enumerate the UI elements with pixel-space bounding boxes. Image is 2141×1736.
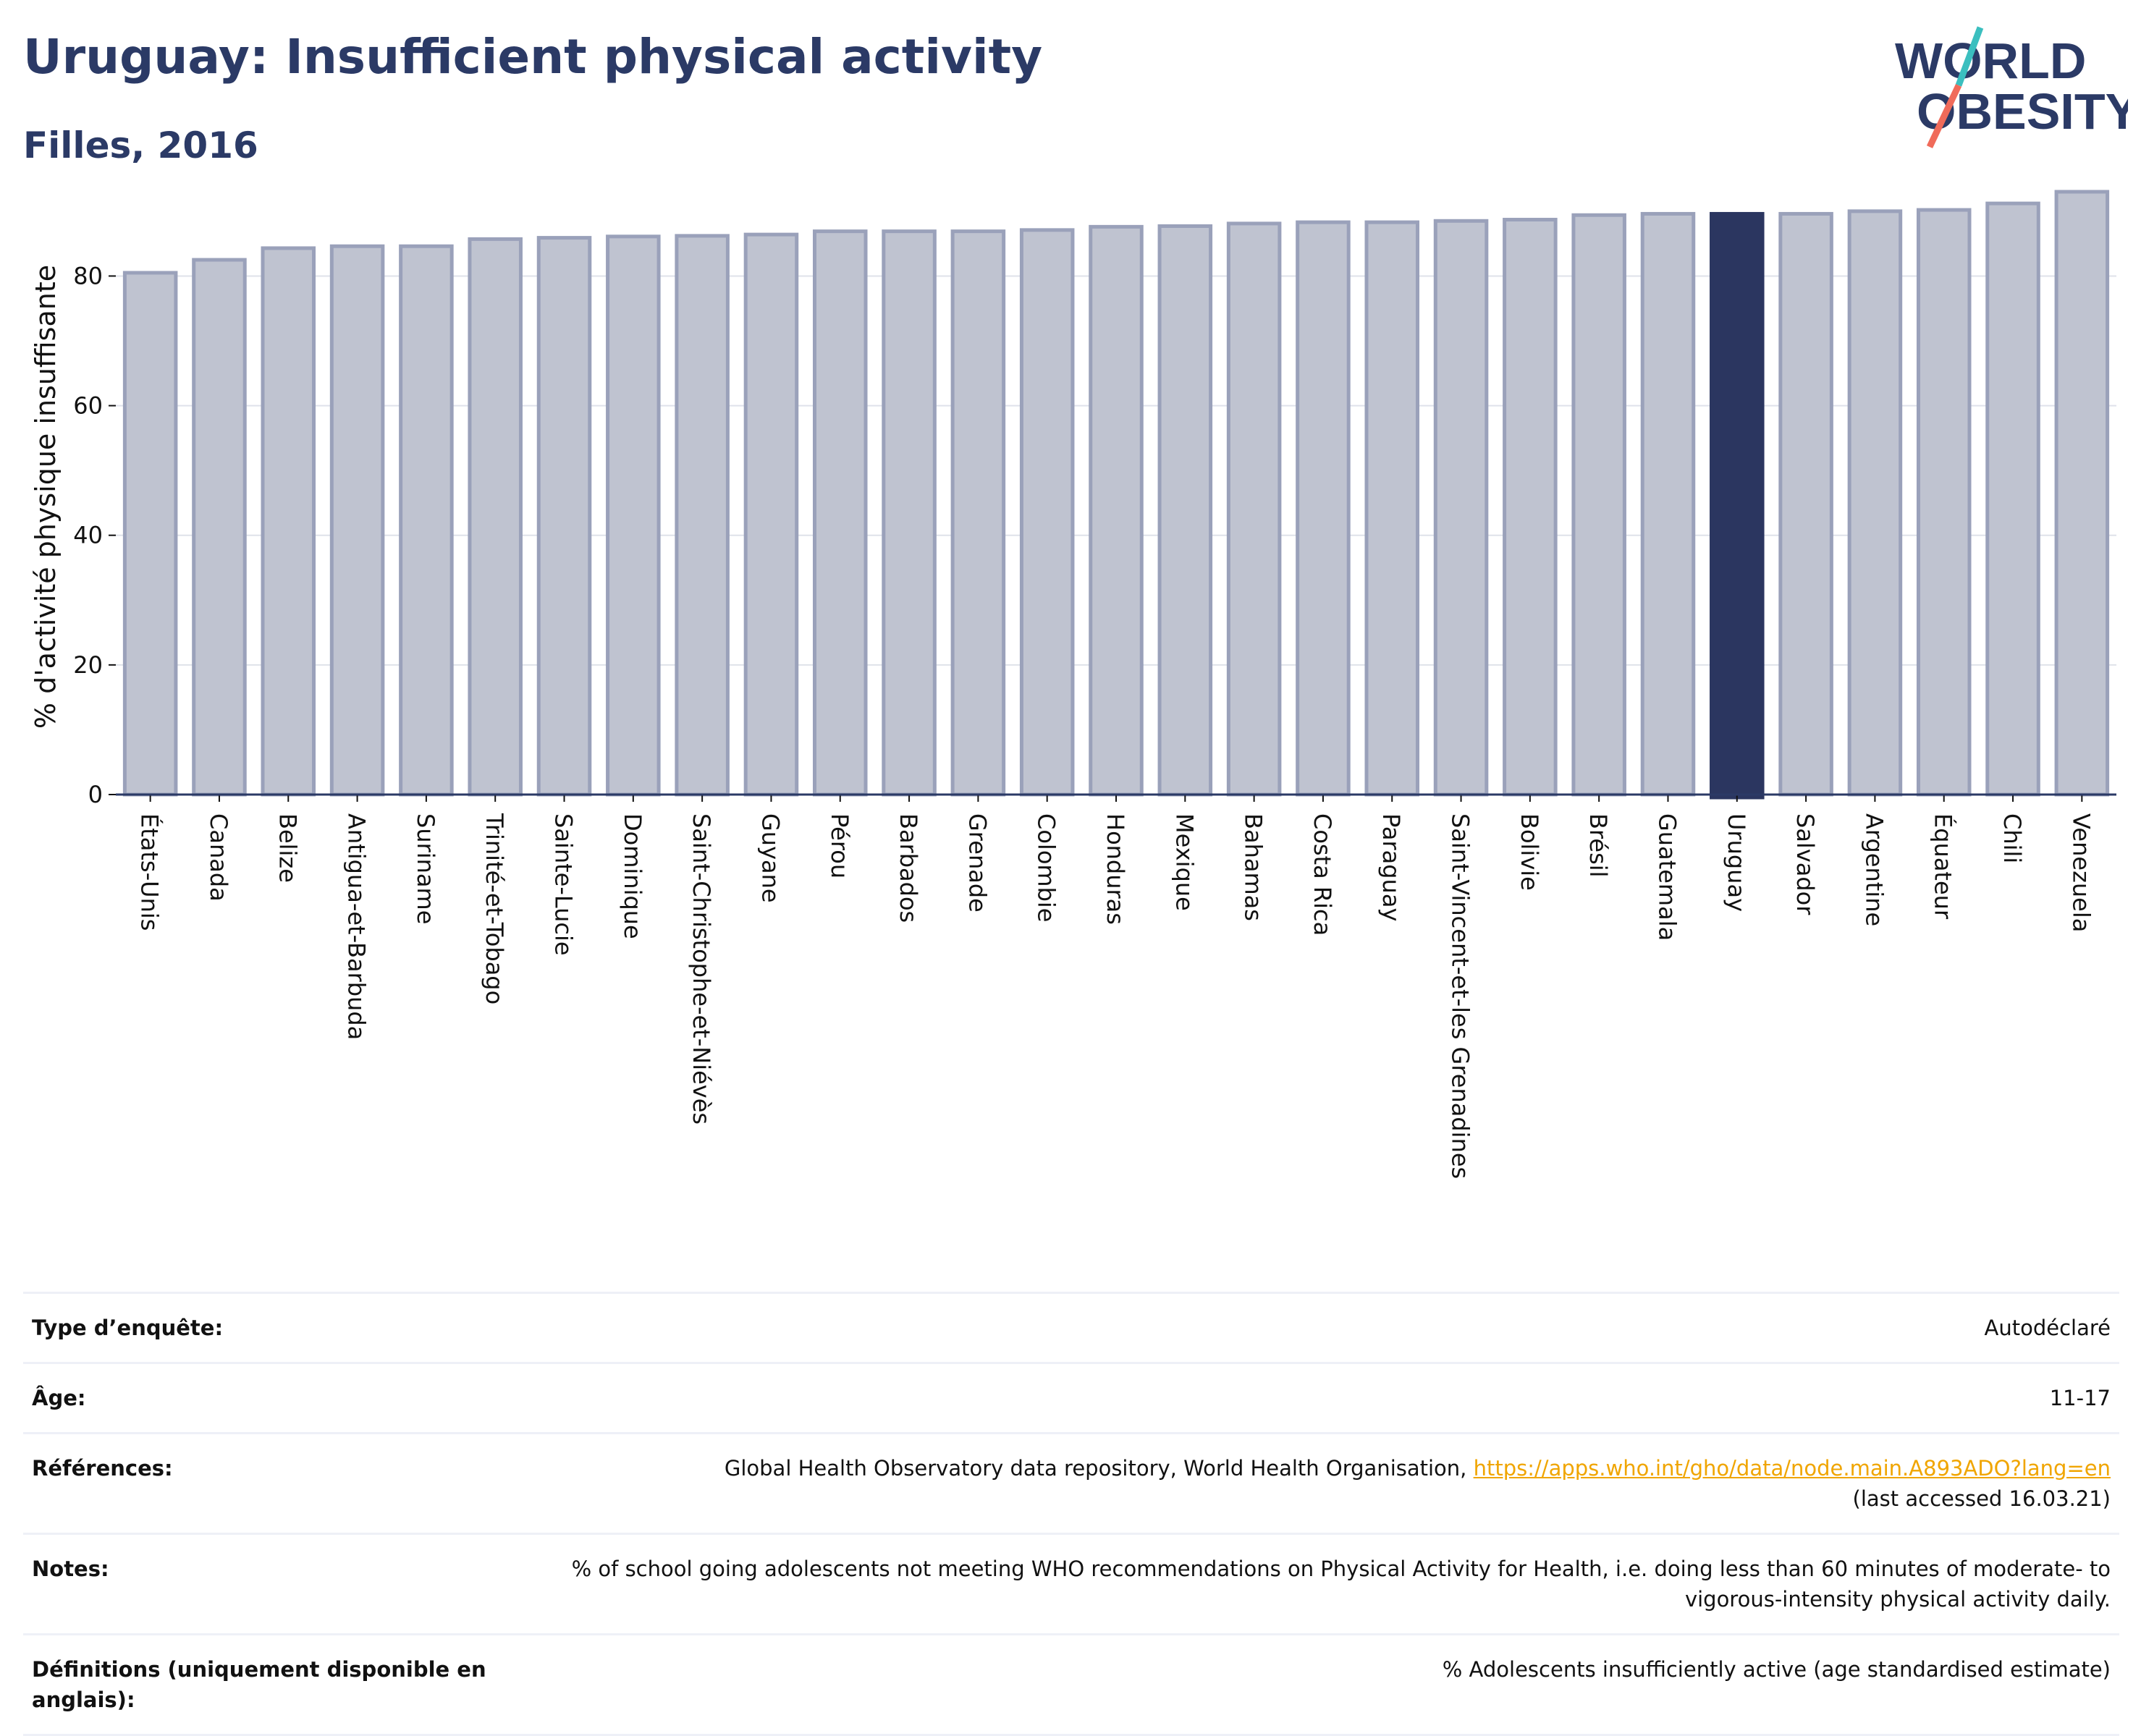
bar	[950, 229, 1006, 797]
chart-subtitle: Filles, 2016	[23, 124, 258, 166]
info-row-survey-type: Type d’enquête: Autodéclaré	[23, 1292, 2119, 1364]
info-row-age: Âge: 11-17	[23, 1362, 2119, 1434]
bar	[261, 246, 316, 797]
bar	[1364, 220, 1420, 797]
bar	[1916, 208, 1972, 797]
info-table: Type d’enquête: Autodéclaré Âge: 11-17 R…	[23, 1292, 2119, 1736]
logo-slash-top	[1955, 26, 1984, 87]
x-tick-label: Barbados	[895, 813, 922, 923]
info-row-references: Références: Global Health Observatory da…	[23, 1432, 2119, 1535]
bar	[1778, 211, 1833, 797]
world-obesity-logo: WORLD OBESITY	[1895, 26, 2128, 148]
bar	[812, 229, 868, 797]
x-tick-label: Suriname	[412, 813, 439, 924]
x-tick-label: Guatemala	[1653, 813, 1681, 941]
x-tick-label: Honduras	[1102, 813, 1129, 925]
x-tick-label: Antigua-et-Barbuda	[343, 813, 371, 1040]
x-tick-label: Saint-Christophe-et-Niévès	[688, 813, 715, 1125]
y-axis-label: % d'activité physique insuffisante	[30, 265, 62, 729]
info-row-definitions: Définitions (uniquement disponible en an…	[23, 1633, 2119, 1736]
x-tick-label: Argentine	[1860, 813, 1888, 926]
info-value: % of school going adolescents not meetin…	[504, 1533, 2119, 1635]
x-tick-label: Uruguay	[1723, 813, 1750, 912]
bar	[1157, 224, 1213, 797]
x-tick-label: Dominique	[619, 813, 646, 939]
x-tick-label: Canada	[205, 813, 232, 902]
info-key: Définitions (uniquement disponible en an…	[23, 1633, 504, 1736]
logo-slash-bottom	[1926, 84, 1962, 148]
bar	[675, 234, 730, 797]
y-tick-label: 0	[88, 781, 103, 808]
bar	[1847, 209, 1903, 797]
y-axis-ticks: 0 20 40 60 80	[73, 262, 116, 808]
bar	[1710, 211, 1765, 800]
reference-text: Global Health Observatory data repositor…	[724, 1456, 1467, 1481]
x-tick-label: Belize	[274, 813, 301, 883]
bar	[399, 244, 454, 797]
x-tick-label: Costa Rica	[1309, 813, 1336, 936]
info-value: Global Health Observatory data repositor…	[504, 1432, 2119, 1535]
bar	[468, 237, 523, 797]
info-key: Notes:	[23, 1533, 504, 1635]
bar	[192, 258, 247, 797]
x-tick-label: Colombie	[1033, 813, 1060, 922]
y-tick-label: 40	[73, 522, 103, 549]
x-tick-label: Trinité-et-Tobago	[481, 813, 508, 1004]
y-tick-label: 80	[73, 262, 103, 289]
bar-chart: 0 20 40 60 80 États-Unis Canada Belize Antigua-…	[30, 190, 2116, 1179]
bar	[882, 229, 937, 797]
x-axis-ticks: États-Unis Canada Belize Antigua-et-Barbuda…	[136, 795, 2095, 1179]
x-tick-label: Saint-Vincent-et-les Grenadines	[1447, 813, 1474, 1179]
x-tick-label: Brésil	[1584, 813, 1612, 878]
x-tick-label: Bahamas	[1240, 813, 1267, 921]
info-row-notes: Notes: % of school going adolescents not…	[23, 1533, 2119, 1635]
bar	[743, 232, 799, 797]
x-tick-label: Grenade	[963, 813, 991, 913]
bar	[1571, 213, 1626, 797]
x-tick-label: Équateur	[1930, 813, 1957, 920]
x-tick-label: Pérou	[826, 813, 853, 878]
bar	[1640, 211, 1696, 797]
info-value: Autodéclaré	[504, 1292, 2119, 1364]
info-value: 11-17	[504, 1362, 2119, 1434]
bar	[1089, 224, 1144, 797]
bar	[606, 234, 661, 797]
x-tick-label: Venezuela	[2067, 813, 2095, 932]
info-key: Type d’enquête:	[23, 1292, 504, 1364]
x-tick-label: Mexique	[1170, 813, 1198, 911]
y-tick-label: 60	[73, 392, 103, 420]
x-tick-label: États-Unis	[136, 813, 164, 931]
x-tick-label: Salvador	[1791, 813, 1819, 915]
info-value: % Adolescents insufficiently active (age…	[504, 1633, 2119, 1736]
info-key: Âge:	[23, 1362, 504, 1434]
reference-accessed: (last accessed 16.03.21)	[1852, 1486, 2111, 1511]
bar	[1019, 228, 1075, 797]
logo-line1: WORLD	[1895, 33, 2086, 89]
reference-link[interactable]: https://apps.who.int/gho/data/node.main.…	[1473, 1456, 2111, 1481]
bar	[122, 271, 178, 797]
y-tick-label: 20	[73, 651, 103, 679]
chart-title: Uruguay: Insufficient physical activity	[23, 29, 1043, 85]
info-key: Références:	[23, 1432, 504, 1535]
x-tick-label: Bolivie	[1516, 813, 1543, 891]
bar	[1503, 218, 1558, 797]
bar	[2054, 190, 2110, 797]
x-tick-label: Guyane	[756, 813, 784, 903]
bar	[536, 236, 592, 797]
x-tick-label: Paraguay	[1377, 813, 1405, 921]
bar	[1985, 201, 2040, 797]
bars	[122, 190, 2110, 800]
x-tick-label: Sainte-Lucie	[550, 813, 578, 956]
bar	[1296, 220, 1351, 797]
bar	[1433, 219, 1489, 797]
bar	[1226, 221, 1282, 797]
x-tick-label: Chili	[1998, 813, 2026, 863]
bar	[329, 244, 385, 797]
